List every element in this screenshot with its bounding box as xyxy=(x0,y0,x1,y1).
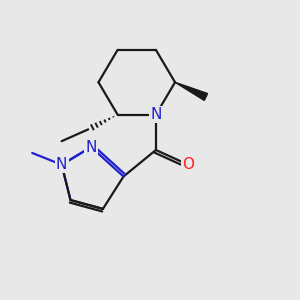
Text: N: N xyxy=(150,107,162,122)
Text: O: O xyxy=(182,157,194,172)
Text: N: N xyxy=(85,140,97,154)
Polygon shape xyxy=(175,82,208,100)
Text: N: N xyxy=(56,157,68,172)
